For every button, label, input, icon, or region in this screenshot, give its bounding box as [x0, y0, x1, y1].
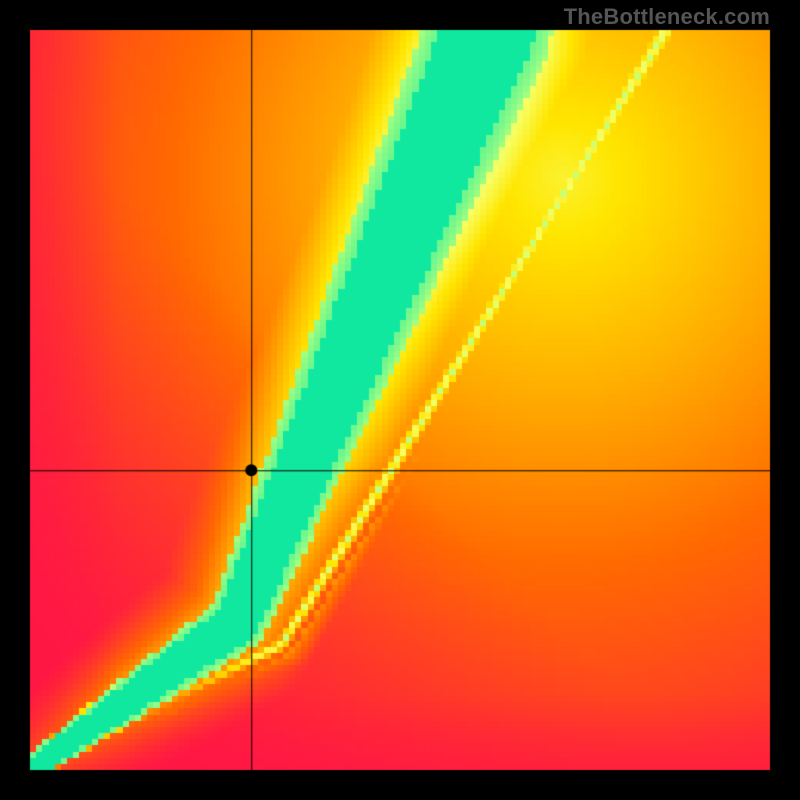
chart-container: TheBottleneck.com — [0, 0, 800, 800]
bottleneck-heatmap — [0, 0, 800, 800]
watermark-text: TheBottleneck.com — [564, 4, 770, 30]
